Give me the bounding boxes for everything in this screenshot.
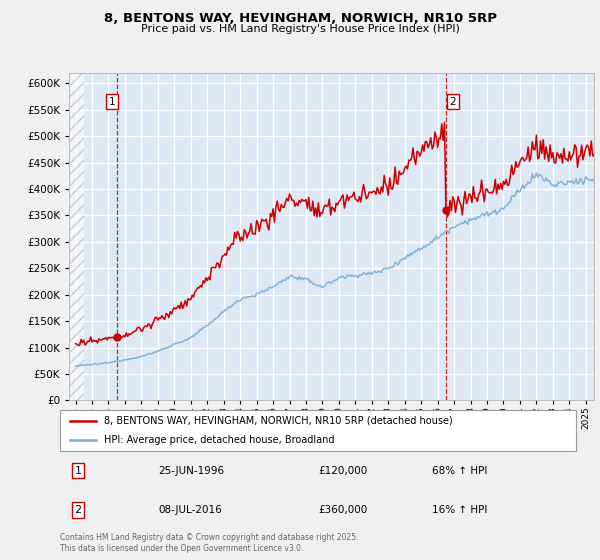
Text: £360,000: £360,000 <box>318 505 367 515</box>
Text: £120,000: £120,000 <box>318 466 367 475</box>
Text: 2: 2 <box>74 505 82 515</box>
FancyBboxPatch shape <box>60 410 576 451</box>
Text: 16% ↑ HPI: 16% ↑ HPI <box>431 505 487 515</box>
Text: 8, BENTONS WAY, HEVINGHAM, NORWICH, NR10 5RP (detached house): 8, BENTONS WAY, HEVINGHAM, NORWICH, NR10… <box>104 416 452 426</box>
Text: Contains HM Land Registry data © Crown copyright and database right 2025.
This d: Contains HM Land Registry data © Crown c… <box>60 533 359 553</box>
Text: 2: 2 <box>449 97 456 107</box>
Text: 8, BENTONS WAY, HEVINGHAM, NORWICH, NR10 5RP: 8, BENTONS WAY, HEVINGHAM, NORWICH, NR10… <box>104 12 497 25</box>
Text: HPI: Average price, detached house, Broadland: HPI: Average price, detached house, Broa… <box>104 435 334 445</box>
Text: 25-JUN-1996: 25-JUN-1996 <box>158 466 224 475</box>
Text: 68% ↑ HPI: 68% ↑ HPI <box>431 466 487 475</box>
Bar <box>69 73 84 400</box>
Text: 1: 1 <box>109 97 115 107</box>
Text: 1: 1 <box>74 466 82 475</box>
Text: Price paid vs. HM Land Registry's House Price Index (HPI): Price paid vs. HM Land Registry's House … <box>140 24 460 34</box>
Text: 08-JUL-2016: 08-JUL-2016 <box>158 505 222 515</box>
